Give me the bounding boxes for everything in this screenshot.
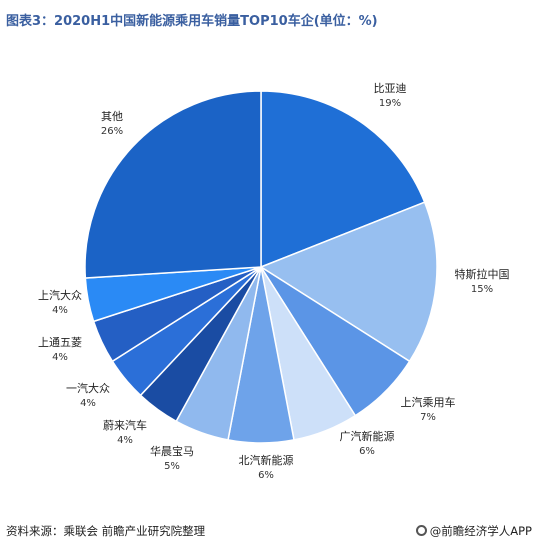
slice-label-3: 上汽乘用车 xyxy=(401,395,456,409)
slice-label-4: 广汽新能源 xyxy=(340,429,395,443)
pie-slices xyxy=(84,90,438,444)
slice-value-5: 6% xyxy=(258,470,274,481)
slice-value-9: 4% xyxy=(52,352,68,363)
slice-value-3: 7% xyxy=(420,412,436,423)
slice-label-5: 北汽新能源 xyxy=(239,453,294,467)
source-note: 资料来源：乘联会 前瞻产业研究院整理 xyxy=(6,524,206,538)
pie-slice-2 xyxy=(259,201,438,363)
chart-title: 图表3：2020H1中国新能源乘用车销量TOP10车企(单位：%) xyxy=(6,14,378,29)
brand-logo-icon xyxy=(415,525,427,536)
slice-value-10: 4% xyxy=(52,305,68,316)
brand-credit: @前瞻经济学人APP xyxy=(415,523,532,539)
brand-text: @前瞻经济学人APP xyxy=(429,524,532,538)
pie-labels: 比亚迪 19% 特斯拉中国 15% 上汽乘用车 7% 广汽新能源 6% 北汽新能源 6% 华晨宝马 5… xyxy=(38,82,510,481)
slice-value-4: 6% xyxy=(359,446,375,457)
slice-value-2: 15% xyxy=(471,284,493,295)
slice-value-6: 5% xyxy=(164,461,180,472)
slice-label-8: 一汽大众 xyxy=(66,381,110,395)
slice-label-6: 华晨宝马 xyxy=(150,444,194,458)
pie-slice-1 xyxy=(260,90,426,269)
slice-label-9: 上通五菱 xyxy=(38,336,82,349)
pie-slice-11 xyxy=(84,90,262,279)
slice-value-11: 26% xyxy=(101,126,123,137)
slice-label-11: 其他 xyxy=(101,110,123,123)
slice-value-8: 4% xyxy=(80,398,96,409)
slice-label-1: 比亚迪 xyxy=(374,82,407,95)
slice-label-7: 蔚来汽车 xyxy=(103,418,147,432)
slice-label-2: 特斯拉中国 xyxy=(455,267,510,281)
slice-label-10: 上汽大众 xyxy=(38,288,82,302)
slice-value-7: 4% xyxy=(117,435,133,446)
slice-value-1: 19% xyxy=(379,98,401,109)
